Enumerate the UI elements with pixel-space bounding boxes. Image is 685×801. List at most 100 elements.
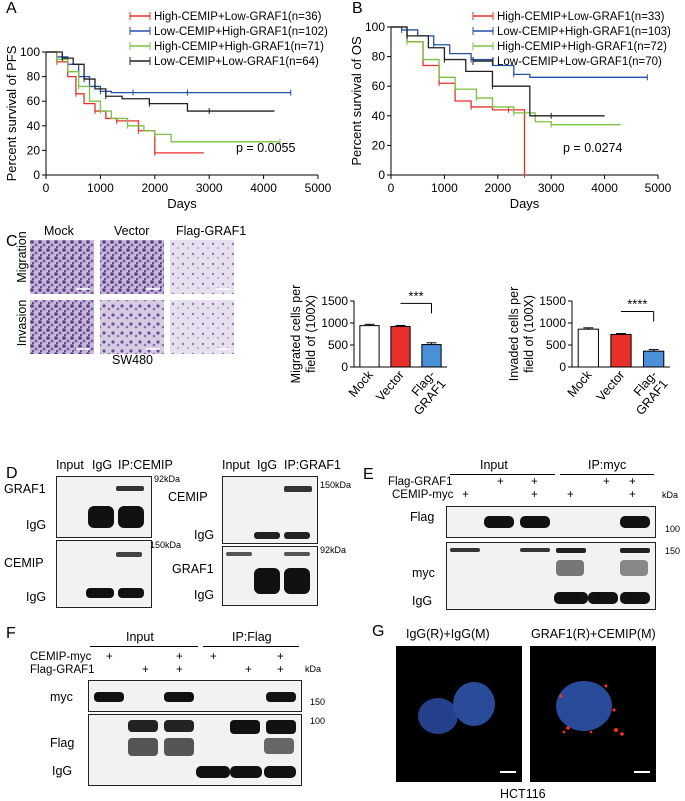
g-title-control: IgG(R)+IgG(M) — [406, 627, 490, 641]
y-tick-label: 0 — [341, 360, 348, 374]
e-label-myc: myc — [412, 566, 435, 580]
migration-invasion-micrographs — [30, 240, 234, 354]
f-label-flag: Flag — [50, 736, 75, 750]
d-right-label-cemip: CEMIP — [168, 490, 208, 504]
panel-letter-g: G — [372, 623, 385, 640]
bar-flag-graf1 — [643, 350, 665, 368]
e-marker-100: 100 — [665, 524, 681, 534]
panel-letter-b: B — [352, 0, 363, 17]
panel-letter-f: F — [6, 625, 16, 642]
bar-mock — [577, 328, 599, 368]
f-bands — [94, 692, 296, 778]
x-axis-label: Days — [167, 196, 197, 211]
d-left-lane-igg: IgG — [92, 458, 113, 472]
y-axis-label-line2: field of (100X) — [304, 295, 318, 373]
micrograph-invasion-flag — [170, 300, 234, 354]
e-plus-1: + — [497, 476, 504, 488]
panel-letter-d: D — [6, 465, 18, 482]
significance-stars: *** — [408, 288, 423, 303]
f-marker-100: 100 — [310, 716, 326, 726]
x-tick-label: 3000 — [196, 181, 223, 195]
x-tick-label-2: Flag-GRAF1 — [400, 368, 448, 415]
x-tick-label: 1000 — [87, 181, 114, 195]
x-tick-label: 0 — [388, 181, 395, 195]
f-plus-4: + — [277, 651, 284, 663]
e-ip-underline — [560, 474, 654, 475]
x-tick-label-line: Mock — [346, 367, 376, 399]
f-plus-1: + — [106, 651, 113, 663]
x-tick-label-line: Vector — [373, 368, 407, 404]
x-tick-label-line: Mock — [565, 367, 595, 399]
y-tick-label: 0 — [378, 168, 385, 182]
g-fluorescence-images — [396, 646, 656, 782]
y-axis-label-line2: field of (100X) — [522, 295, 536, 373]
survival-curve-3 — [46, 51, 275, 112]
y-tick-label: 1500 — [321, 294, 348, 308]
y-axis-label: Percent survival of PFS — [4, 45, 19, 181]
y-axis-label-line1: Migrated cells per — [289, 285, 303, 384]
micrograph-invasion-mock — [30, 300, 94, 354]
e-marker-150: 150 — [665, 546, 681, 556]
y-tick-label: 20 — [372, 138, 386, 152]
f-plus-3: + — [210, 651, 217, 663]
x-tick-label-1: Vector — [373, 368, 407, 404]
c-col-vector: Vector — [114, 224, 150, 238]
d-left-lane-input: Input — [56, 458, 84, 472]
y-tick-label: 0 — [33, 168, 40, 182]
f-row-cemip-myc: CEMIP-myc — [30, 651, 92, 663]
f-plus-7: + — [245, 664, 252, 676]
c-col-flag: Flag-GRAF1 — [176, 224, 247, 238]
bar-vector — [610, 333, 632, 368]
f-group-input: Input — [126, 630, 154, 644]
x-tick-label: 1000 — [431, 181, 458, 195]
x-tick-label: 0 — [43, 181, 50, 195]
e-label-igg: IgG — [412, 594, 433, 608]
g-title-pla: GRAF1(R)+CEMIP(M) — [531, 627, 656, 641]
e-group-input: Input — [480, 458, 508, 472]
d-right-bands — [226, 486, 312, 594]
y-tick-label: 20 — [27, 143, 41, 157]
f-plus-8: + — [277, 664, 284, 676]
d-left-label-graf1: GRAF1 — [4, 482, 46, 496]
y-tick-label: 60 — [372, 79, 386, 93]
e-row-cemip-myc: CEMIP-myc — [392, 489, 454, 501]
e-plus-3: + — [603, 476, 610, 488]
legend-entry-0: High-CEMIP+Low-GRAF1(n=36) — [154, 11, 322, 23]
p-value: p = 0.0274 — [563, 141, 622, 155]
e-plus-2: + — [531, 476, 538, 488]
f-plus-2: + — [176, 651, 183, 663]
x-tick-label: 2000 — [484, 181, 511, 195]
scale-bars — [76, 288, 230, 350]
p-value: p = 0.0055 — [236, 141, 295, 155]
x-tick-label-0: Mock — [346, 367, 376, 399]
legend-entry-3: Low-CEMIP+Low-GRAF1(n=64) — [154, 56, 319, 68]
y-tick-label: 0 — [559, 360, 566, 374]
x-tick-label: 5000 — [645, 181, 672, 195]
c-cell-line: SW480 — [112, 353, 153, 367]
f-ip-underline — [203, 646, 299, 647]
y-tick-label: 500 — [546, 338, 566, 352]
e-plus-7: + — [567, 489, 574, 501]
y-tick-label: 40 — [372, 109, 386, 123]
x-tick-label: 3000 — [538, 181, 565, 195]
e-kda: kDa — [662, 490, 679, 500]
f-plus-6: + — [176, 664, 183, 676]
e-plus-5: + — [462, 489, 469, 501]
legend-entry-0: High-CEMIP+Low-GRAF1(n=33) — [497, 11, 665, 23]
micrograph-migration-flag — [170, 240, 234, 294]
g-nucleus-1 — [418, 698, 458, 734]
y-tick-label: 500 — [328, 338, 348, 352]
bar-flag-graf1 — [421, 344, 442, 368]
d-left-marker-150: 150kDa — [150, 540, 182, 550]
panel-letter-c: C — [6, 233, 18, 250]
d-left-label-igg-2: IgG — [26, 590, 47, 604]
d-left-bands — [86, 486, 144, 598]
x-tick-label: 2000 — [141, 181, 168, 195]
g-nucleus-3 — [556, 681, 612, 731]
f-input-underline — [90, 646, 198, 647]
y-axis-label: Migrated cells perfield of (100X) — [289, 285, 318, 384]
